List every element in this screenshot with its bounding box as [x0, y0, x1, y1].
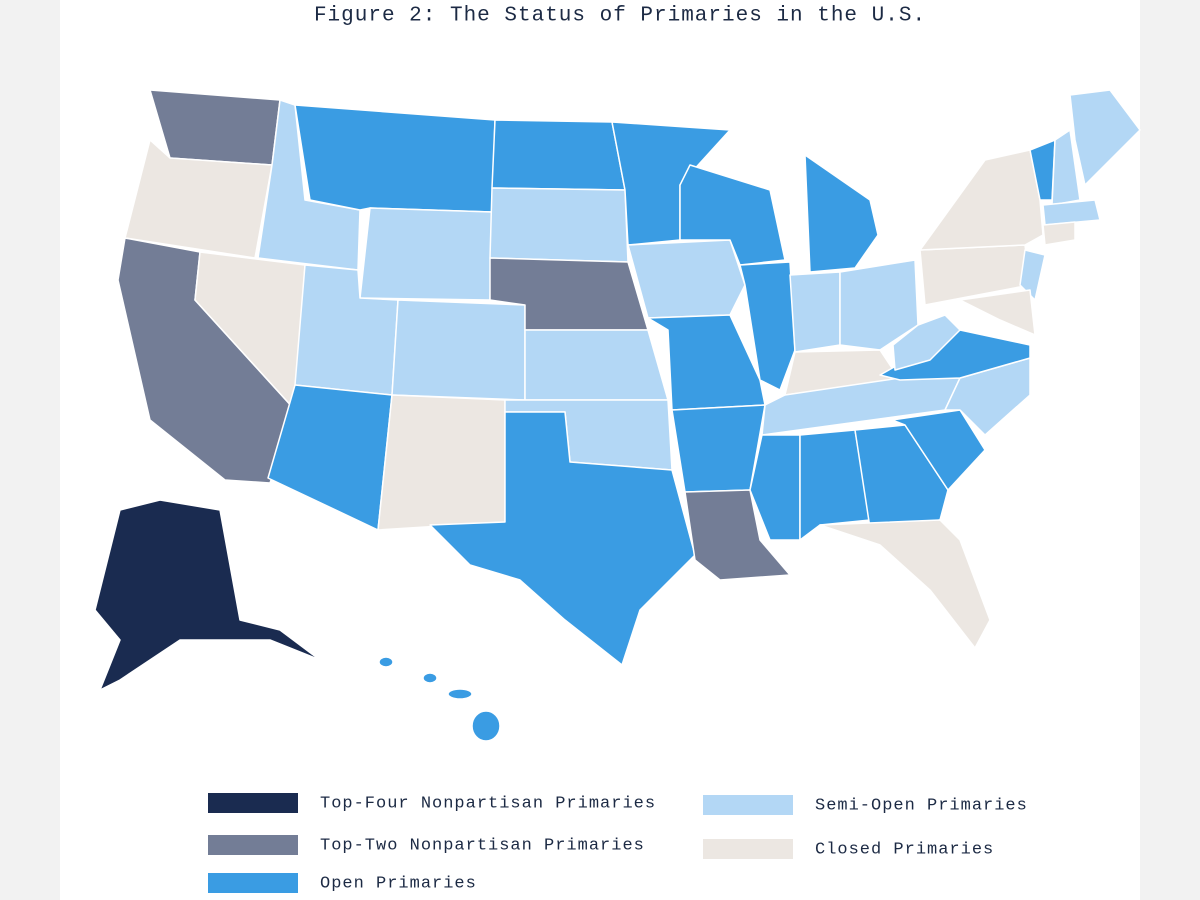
- state: [804, 154, 879, 273]
- state: [671, 404, 766, 493]
- state: [429, 411, 696, 666]
- state: [294, 104, 496, 213]
- state: [1019, 249, 1046, 301]
- legend-label: Open Primaries: [320, 874, 477, 893]
- state: [491, 119, 626, 191]
- state: [257, 99, 361, 271]
- state: [679, 164, 786, 266]
- state: [739, 261, 796, 391]
- state: [524, 329, 669, 401]
- legend-swatch: [208, 835, 298, 855]
- state: [1042, 199, 1101, 226]
- state: [391, 299, 526, 401]
- legend-label: Semi-Open Primaries: [815, 796, 1028, 815]
- state: [891, 409, 986, 491]
- state: [378, 656, 394, 668]
- state: [1051, 129, 1081, 206]
- state: [94, 499, 321, 691]
- legend-label: Top-Four Nonpartisan Primaries: [320, 794, 656, 813]
- state: [789, 271, 841, 353]
- state: [819, 519, 991, 649]
- us-map: [94, 89, 1141, 742]
- legend-swatch: [208, 873, 298, 893]
- state: [149, 89, 281, 166]
- state: [124, 139, 273, 259]
- legend: Top-Four Nonpartisan Primaries Top-Two No…: [208, 793, 1028, 893]
- legend-swatch: [703, 839, 793, 859]
- legend-label: Closed Primaries: [815, 840, 994, 859]
- state: [799, 429, 871, 541]
- figure-title: Figure 2: The Status of Primaries in the…: [314, 5, 926, 28]
- state: [1069, 89, 1141, 186]
- state: [627, 239, 746, 319]
- state: [839, 259, 919, 351]
- state: [359, 207, 493, 301]
- state: [892, 314, 961, 371]
- legend-swatch: [208, 793, 298, 813]
- state: [1042, 221, 1076, 246]
- state: [959, 289, 1036, 336]
- state: [447, 688, 473, 700]
- legend-label: Top-Two Nonpartisan Primaries: [320, 836, 645, 855]
- state: [422, 672, 438, 684]
- state: [471, 710, 501, 742]
- state: [854, 424, 949, 529]
- legend-swatch: [703, 795, 793, 815]
- state: [377, 394, 506, 531]
- state: [489, 187, 629, 263]
